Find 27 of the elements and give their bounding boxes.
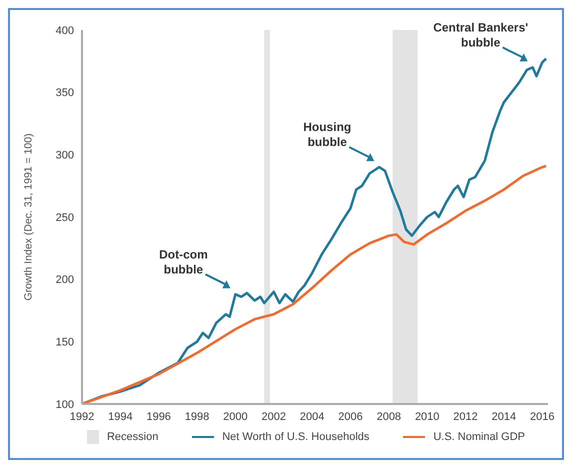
x-tick-label: 2016	[530, 410, 554, 423]
x-tick-label: 2014	[492, 410, 516, 423]
x-tick-label: 2006	[338, 410, 363, 423]
x-tick-label: 2010	[414, 410, 440, 423]
y-tick-label: 300	[56, 150, 74, 162]
x-tick-label: 2002	[262, 410, 286, 423]
y-tick-label: 250	[56, 212, 74, 224]
x-tick-label: 2012	[453, 410, 478, 423]
annotation: Central Bankers' bubble	[433, 20, 528, 50]
annotation: Dot-com bubble	[159, 247, 208, 276]
legend-label: Recession	[106, 431, 158, 443]
x-tick-label: 1998	[184, 410, 210, 423]
y-tick-label: 350	[56, 87, 74, 100]
y-tick-label: 100	[56, 398, 74, 411]
x-tick-label: 2000	[223, 410, 248, 423]
x-tick-label: 1996	[146, 410, 171, 423]
annotation: Housing bubble	[303, 120, 352, 150]
x-tick-label: 1994	[108, 410, 133, 423]
legend-label: Net Worth of U.S. Households	[222, 431, 370, 443]
x-tick-label: 2008	[376, 410, 402, 423]
y-tick-label: 150	[56, 336, 74, 349]
y-tick-label: 200	[56, 274, 74, 286]
legend-label: U.S. Nominal GDP	[433, 431, 526, 443]
y-axis-title: Growth Index (Dec. 31, 1991 = 100)	[22, 133, 35, 301]
y-tick-label: 400	[56, 24, 74, 37]
x-tick-label: 2004	[300, 410, 324, 423]
x-tick-label: 1992	[70, 410, 94, 423]
